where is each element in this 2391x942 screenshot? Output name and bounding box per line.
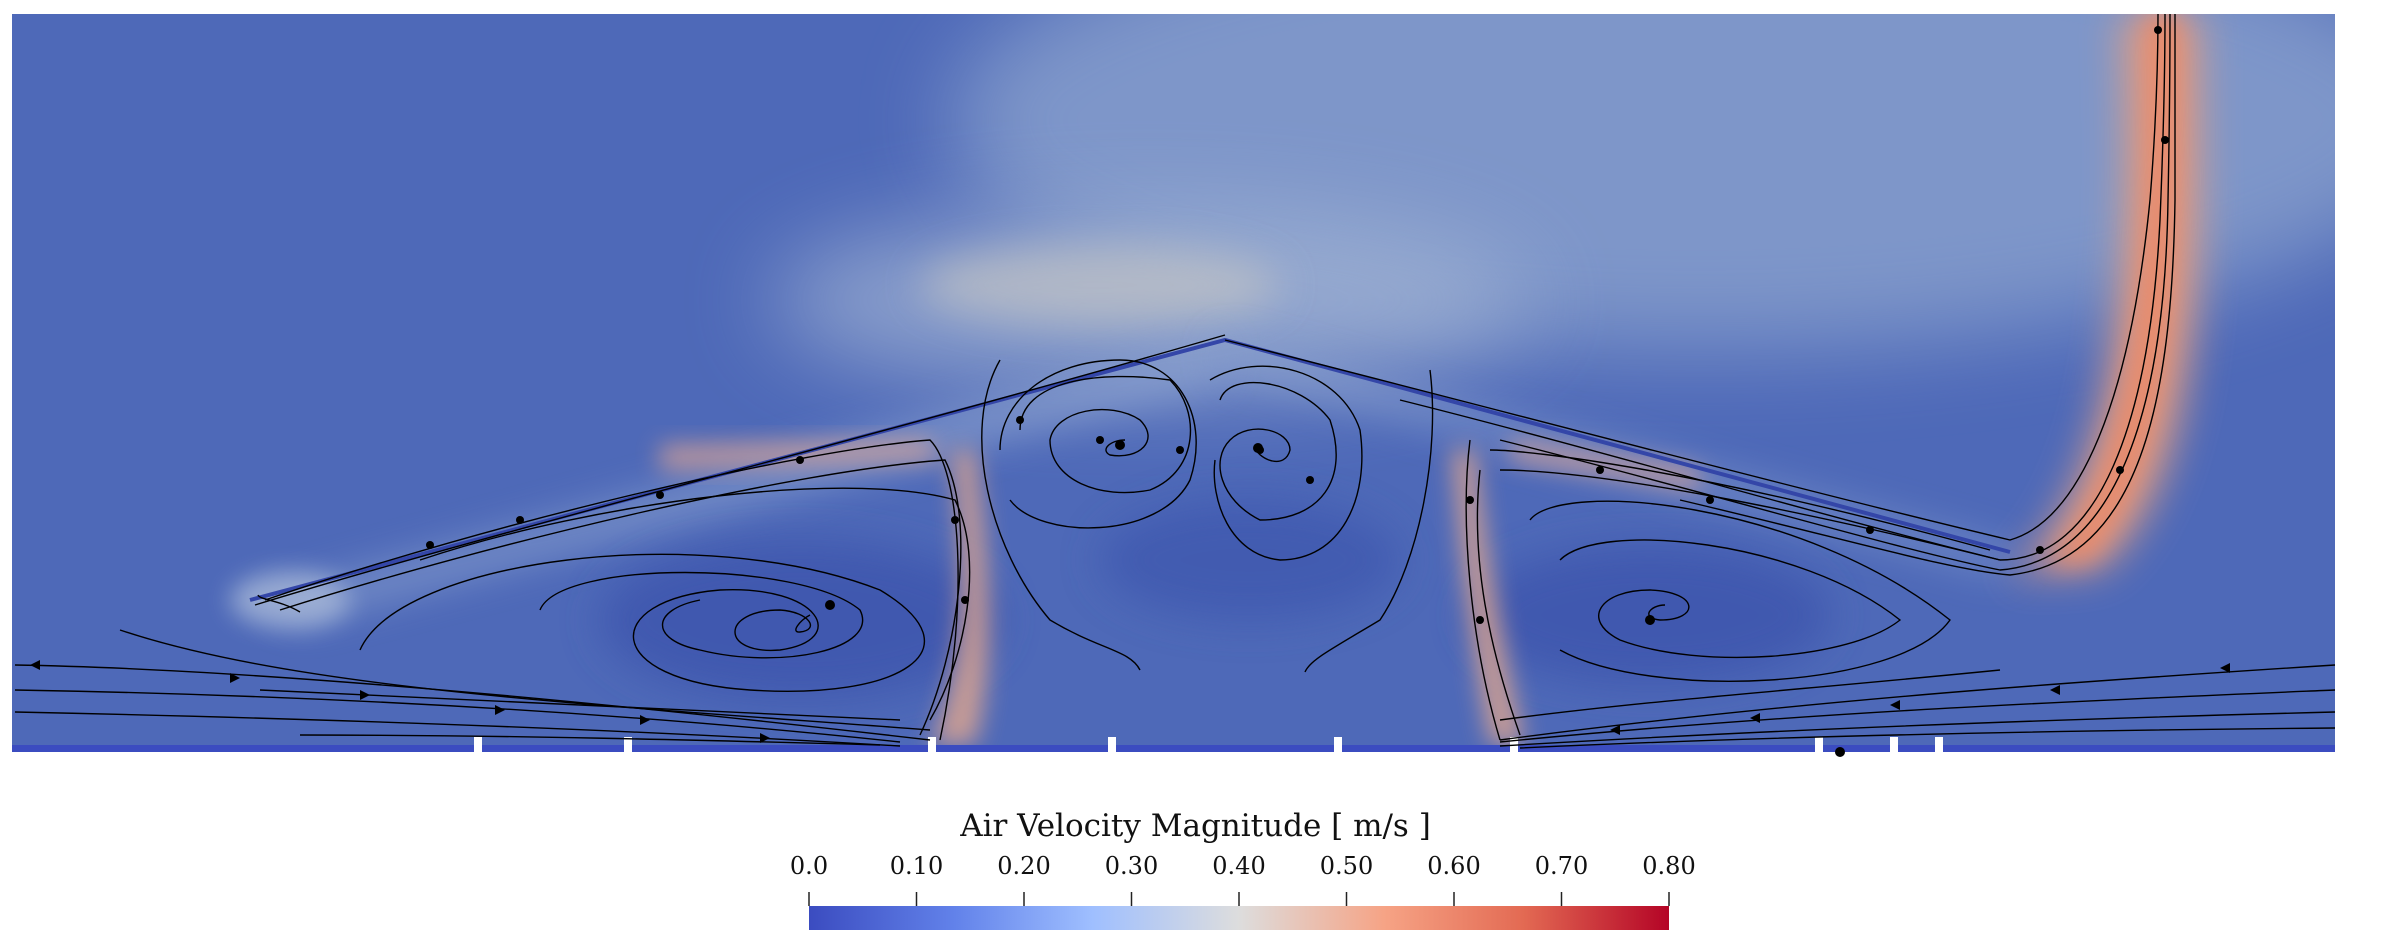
vortex-center-right bbox=[1219, 381, 1337, 521]
streamline bbox=[264, 439, 959, 741]
colorbar-tick-label: 0.30 bbox=[1104, 852, 1159, 880]
exhaust-plume-core bbox=[2050, 14, 2181, 565]
colorbar-ticks bbox=[808, 892, 1670, 906]
streamline bbox=[1465, 439, 1501, 741]
streamlines bbox=[14, 13, 2336, 749]
colorbar-tick-label: 0.50 bbox=[1319, 852, 1374, 880]
vortex-center-left bbox=[1019, 375, 1192, 494]
exhaust-streamline bbox=[1224, 13, 2159, 541]
vortex-left bbox=[359, 553, 926, 692]
streamline-arrows bbox=[30, 26, 2230, 757]
vortex-left-ring bbox=[539, 571, 864, 659]
colorbar bbox=[808, 892, 1670, 930]
streamline bbox=[119, 629, 931, 731]
vortex-right-ring bbox=[1529, 500, 1951, 682]
streamline bbox=[981, 359, 1141, 671]
colorbar-tick-label: 0.0 bbox=[789, 852, 829, 880]
tip-streamline bbox=[257, 594, 301, 613]
streamline bbox=[14, 689, 901, 743]
colorbar-tick-label: 0.10 bbox=[889, 852, 944, 880]
colorbar-title: Air Velocity Magnitude [ m/s ] bbox=[960, 808, 1431, 844]
colorbar-tick-label: 0.40 bbox=[1212, 852, 1266, 880]
colorbar-tick-label: 0.20 bbox=[997, 852, 1051, 880]
cavity-left bbox=[600, 540, 1000, 700]
vortex-right bbox=[1559, 539, 1902, 659]
streamline bbox=[1499, 711, 2336, 747]
streamline bbox=[1476, 469, 1521, 736]
colorbar-gradient bbox=[809, 906, 1669, 930]
exhaust-streamline bbox=[1679, 14, 2176, 576]
roof-glow-left bbox=[260, 340, 1220, 620]
streamline bbox=[14, 664, 931, 741]
exhaust-streamline bbox=[1499, 13, 2171, 571]
jet-left bbox=[930, 450, 989, 745]
colorbar-tick-label: 0.80 bbox=[1642, 852, 1696, 880]
jet-right bbox=[1452, 450, 1525, 745]
colorbar-tick-label: 0.60 bbox=[1427, 852, 1481, 880]
streamline bbox=[1499, 689, 2336, 743]
vortex-center-right-ring bbox=[1209, 365, 1363, 561]
tip-eddy bbox=[230, 572, 350, 628]
roof-streak-right bbox=[1510, 440, 1700, 490]
streamline bbox=[299, 734, 881, 746]
colorbar-tick-label: 0.70 bbox=[1534, 852, 1589, 880]
roof-top-streamline bbox=[254, 334, 1226, 606]
streamline bbox=[1304, 369, 1434, 673]
wake-core bbox=[920, 245, 1280, 325]
streamline bbox=[1519, 727, 2336, 749]
streamline bbox=[1499, 669, 2001, 721]
velocity-field bbox=[12, 14, 2335, 752]
streamline bbox=[14, 711, 901, 747]
streamline bbox=[419, 487, 971, 721]
cavity-center bbox=[1100, 500, 1400, 620]
exhaust-streamline bbox=[1399, 13, 2166, 561]
streamline bbox=[279, 459, 962, 736]
floor bbox=[12, 745, 2335, 752]
vortex-center-left-ring bbox=[999, 359, 1197, 529]
streamline bbox=[1489, 449, 1991, 551]
